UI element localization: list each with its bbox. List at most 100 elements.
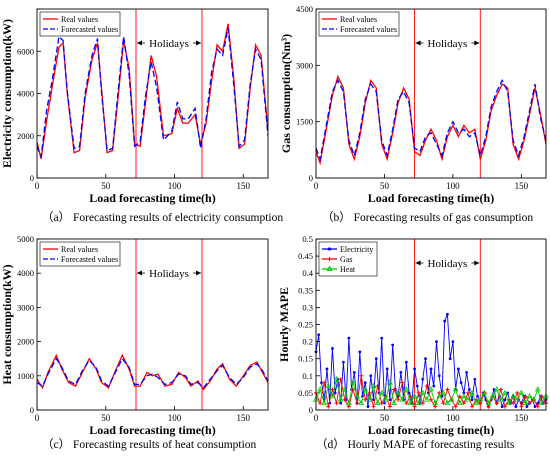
data-point-gas (359, 373, 364, 378)
data-point-gas (433, 404, 438, 409)
y-tick-label: 4500 (296, 4, 313, 14)
data-point-electricity (467, 388, 471, 391)
series-line-electricity (316, 314, 546, 409)
x-axis-label: Load forecasting time(h) (368, 423, 494, 437)
y-tick-label: 0 (309, 173, 313, 183)
data-point-electricity (413, 367, 416, 371)
y-tick-label: 1000 (17, 371, 34, 381)
data-point-electricity (385, 367, 389, 371)
y-tick-label: 2000 (17, 337, 34, 347)
caption-c: （c） Forecasting results of heat consumpt… (42, 439, 257, 451)
legend-label: Heat (340, 265, 356, 274)
data-point-gas (498, 387, 503, 392)
data-point-electricity (407, 391, 411, 395)
data-point-electricity (437, 374, 441, 378)
data-point-electricity (372, 398, 375, 402)
data-point-heat (374, 399, 381, 406)
series-line-heat (316, 379, 546, 405)
data-point-electricity (366, 405, 370, 408)
data-point-electricity (473, 377, 477, 381)
caption-b: （b） Forecasting results of gas consumpti… (322, 212, 534, 224)
x-axis-label: Load forecasting time(h) (368, 191, 494, 205)
data-point-heat (387, 379, 393, 385)
data-point-electricity (456, 367, 460, 371)
data-point-gas (519, 404, 524, 409)
data-point-heat (370, 382, 377, 388)
data-point-heat (506, 399, 512, 406)
y-tick-label: 1500 (296, 117, 313, 127)
y-tick-label: 0.2 (302, 337, 313, 347)
data-point-gas (363, 397, 368, 402)
x-tick-label: 0 (35, 181, 40, 191)
y-tick-label: 0.35 (298, 285, 313, 295)
data-point-electricity (451, 340, 455, 343)
holidays-arrowhead-right (196, 40, 201, 46)
data-point-heat (391, 399, 397, 406)
data-point-gas (322, 380, 327, 385)
x-tick-label: 100 (168, 181, 182, 191)
data-point-electricity (465, 370, 468, 374)
data-point-gas (371, 404, 376, 409)
x-tick-label: 150 (237, 181, 251, 191)
data-point-heat (473, 399, 480, 406)
data-point-electricity (500, 405, 504, 408)
y-axis-label: Hourly MAPE (277, 287, 291, 362)
x-tick-label: 0 (314, 413, 319, 423)
data-point-heat (407, 399, 414, 406)
y-tick-label: 0.3 (302, 302, 313, 312)
legend-label: Real values (340, 15, 377, 24)
data-point-gas (539, 394, 544, 399)
data-point-heat (403, 386, 410, 392)
data-point-electricity (369, 374, 373, 378)
data-point-heat (345, 399, 352, 406)
data-point-gas (515, 390, 520, 395)
y-tick-label: 0.5 (302, 234, 313, 244)
data-point-gas (408, 394, 413, 399)
data-point-gas (416, 390, 421, 395)
data-point-electricity (525, 405, 529, 408)
caption-d: （d） Hourly MAPE of forecasting results (316, 439, 515, 451)
data-point-heat (317, 386, 323, 392)
x-axis-label: Load forecasting time(h) (89, 423, 215, 437)
holidays-arrowhead-left (415, 40, 421, 46)
legend-label: Forecasted values (61, 255, 118, 264)
data-point-gas (461, 401, 466, 406)
data-point-heat (354, 392, 360, 399)
data-point-gas (342, 397, 347, 402)
x-axis-label: Load forecasting time(h) (89, 191, 215, 205)
caption-a: （a） Forecasting results of electricity c… (42, 212, 284, 224)
plot-frame (315, 8, 547, 179)
data-point-electricity (448, 357, 452, 361)
legend-marker-dot (327, 247, 332, 251)
legend-box (39, 11, 121, 37)
y-tick-label: 0.25 (298, 320, 313, 330)
legend-label: Forecasted values (61, 25, 118, 34)
series-line-real-values (316, 74, 546, 166)
data-point-electricity (331, 347, 334, 350)
x-tick-label: 50 (101, 181, 111, 191)
x-tick-label: 100 (168, 413, 182, 423)
x-tick-label: 0 (35, 413, 40, 423)
data-point-electricity (341, 360, 345, 364)
chart-panel-2: 0 50 100 150 0 1000 2000 3000 4000 5000 Holidays Lo… (0, 234, 269, 437)
data-point-gas (400, 380, 405, 385)
data-point-electricity (476, 394, 479, 398)
data-point-heat (489, 392, 496, 399)
data-point-electricity (503, 398, 507, 402)
y-tick-label: 5000 (17, 234, 34, 244)
data-point-electricity (421, 377, 425, 381)
data-point-heat (428, 386, 434, 392)
data-point-heat (321, 399, 328, 406)
chart-panel-0: 0 50 100 150 0 2000 4000 6000 Holidays Load forec… (0, 8, 269, 205)
series-line-forecasted-values (37, 27, 268, 158)
y-tick-label: 0 (30, 405, 34, 415)
data-point-gas (404, 401, 409, 406)
data-point-heat (333, 375, 340, 382)
data-point-heat (411, 392, 418, 399)
legend-label: Electricity (340, 245, 373, 254)
x-tick-label: 150 (237, 413, 251, 423)
data-point-gas (429, 397, 433, 402)
series-line-forecasted-values (316, 78, 546, 162)
data-point-heat (518, 389, 525, 395)
